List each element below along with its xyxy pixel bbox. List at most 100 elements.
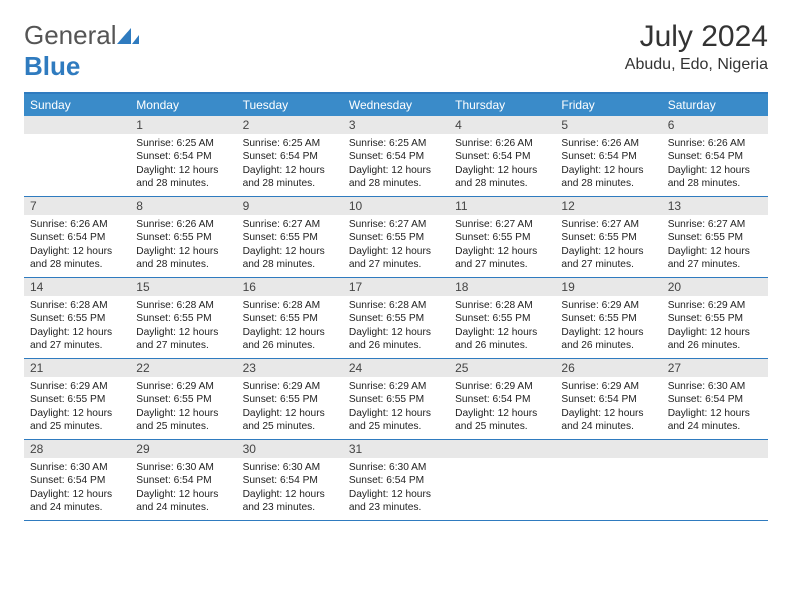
month-year: July 2024 (625, 20, 768, 54)
day-number: 13 (662, 197, 768, 215)
weekday-header: Tuesday (237, 94, 343, 116)
day-cell: 20Sunrise: 6:29 AMSunset: 6:55 PMDayligh… (662, 278, 768, 358)
day-number: 8 (130, 197, 236, 215)
day-cell: 14Sunrise: 6:28 AMSunset: 6:55 PMDayligh… (24, 278, 130, 358)
day-number: 28 (24, 440, 130, 458)
day-number: 31 (343, 440, 449, 458)
weekday-header: Friday (555, 94, 661, 116)
weekday-header: Sunday (24, 94, 130, 116)
day-number: 7 (24, 197, 130, 215)
day-cell: 15Sunrise: 6:28 AMSunset: 6:55 PMDayligh… (130, 278, 236, 358)
day-cell: 27Sunrise: 6:30 AMSunset: 6:54 PMDayligh… (662, 359, 768, 439)
calendar: Sunday Monday Tuesday Wednesday Thursday… (24, 92, 768, 521)
day-number (24, 116, 130, 134)
location: Abudu, Edo, Nigeria (625, 56, 768, 74)
day-number: 15 (130, 278, 236, 296)
week-row: 7Sunrise: 6:26 AMSunset: 6:54 PMDaylight… (24, 197, 768, 278)
title-block: July 2024 Abudu, Edo, Nigeria (625, 20, 768, 74)
day-info: Sunrise: 6:25 AMSunset: 6:54 PMDaylight:… (343, 134, 449, 195)
day-info: Sunrise: 6:29 AMSunset: 6:55 PMDaylight:… (343, 377, 449, 438)
day-cell: 18Sunrise: 6:28 AMSunset: 6:55 PMDayligh… (449, 278, 555, 358)
day-cell: 22Sunrise: 6:29 AMSunset: 6:55 PMDayligh… (130, 359, 236, 439)
day-cell (24, 116, 130, 196)
day-cell: 26Sunrise: 6:29 AMSunset: 6:54 PMDayligh… (555, 359, 661, 439)
day-number: 12 (555, 197, 661, 215)
day-cell: 12Sunrise: 6:27 AMSunset: 6:55 PMDayligh… (555, 197, 661, 277)
day-info: Sunrise: 6:30 AMSunset: 6:54 PMDaylight:… (237, 458, 343, 519)
day-number: 10 (343, 197, 449, 215)
day-info: Sunrise: 6:27 AMSunset: 6:55 PMDaylight:… (237, 215, 343, 276)
day-info: Sunrise: 6:27 AMSunset: 6:55 PMDaylight:… (343, 215, 449, 276)
logo-word2: Blue (24, 51, 80, 81)
day-number: 5 (555, 116, 661, 134)
day-number (555, 440, 661, 458)
weekday-header: Saturday (662, 94, 768, 116)
day-info: Sunrise: 6:27 AMSunset: 6:55 PMDaylight:… (662, 215, 768, 276)
day-number: 29 (130, 440, 236, 458)
day-number: 16 (237, 278, 343, 296)
day-cell: 7Sunrise: 6:26 AMSunset: 6:54 PMDaylight… (24, 197, 130, 277)
day-number (662, 440, 768, 458)
day-cell: 4Sunrise: 6:26 AMSunset: 6:54 PMDaylight… (449, 116, 555, 196)
logo-word1: General (24, 20, 117, 50)
day-info: Sunrise: 6:26 AMSunset: 6:54 PMDaylight:… (449, 134, 555, 195)
day-number: 4 (449, 116, 555, 134)
day-cell: 25Sunrise: 6:29 AMSunset: 6:54 PMDayligh… (449, 359, 555, 439)
day-number: 17 (343, 278, 449, 296)
day-info: Sunrise: 6:28 AMSunset: 6:55 PMDaylight:… (343, 296, 449, 357)
day-cell: 9Sunrise: 6:27 AMSunset: 6:55 PMDaylight… (237, 197, 343, 277)
day-number: 6 (662, 116, 768, 134)
day-info: Sunrise: 6:27 AMSunset: 6:55 PMDaylight:… (555, 215, 661, 276)
day-cell (449, 440, 555, 520)
day-info: Sunrise: 6:26 AMSunset: 6:54 PMDaylight:… (662, 134, 768, 195)
day-cell: 29Sunrise: 6:30 AMSunset: 6:54 PMDayligh… (130, 440, 236, 520)
day-info: Sunrise: 6:26 AMSunset: 6:54 PMDaylight:… (555, 134, 661, 195)
week-row: 28Sunrise: 6:30 AMSunset: 6:54 PMDayligh… (24, 440, 768, 520)
day-number: 14 (24, 278, 130, 296)
logo: GeneralBlue (24, 20, 139, 82)
day-cell: 2Sunrise: 6:25 AMSunset: 6:54 PMDaylight… (237, 116, 343, 196)
day-info: Sunrise: 6:29 AMSunset: 6:55 PMDaylight:… (662, 296, 768, 357)
day-number: 22 (130, 359, 236, 377)
day-number: 20 (662, 278, 768, 296)
day-number: 11 (449, 197, 555, 215)
sail-icon (117, 28, 139, 44)
day-cell: 28Sunrise: 6:30 AMSunset: 6:54 PMDayligh… (24, 440, 130, 520)
day-cell: 30Sunrise: 6:30 AMSunset: 6:54 PMDayligh… (237, 440, 343, 520)
day-number: 3 (343, 116, 449, 134)
day-number: 2 (237, 116, 343, 134)
day-cell: 8Sunrise: 6:26 AMSunset: 6:55 PMDaylight… (130, 197, 236, 277)
weekday-header: Wednesday (343, 94, 449, 116)
day-info: Sunrise: 6:28 AMSunset: 6:55 PMDaylight:… (130, 296, 236, 357)
logo-text: GeneralBlue (24, 20, 139, 82)
week-row: 14Sunrise: 6:28 AMSunset: 6:55 PMDayligh… (24, 278, 768, 359)
day-info: Sunrise: 6:29 AMSunset: 6:55 PMDaylight:… (130, 377, 236, 438)
day-info: Sunrise: 6:27 AMSunset: 6:55 PMDaylight:… (449, 215, 555, 276)
day-info: Sunrise: 6:30 AMSunset: 6:54 PMDaylight:… (130, 458, 236, 519)
day-number: 18 (449, 278, 555, 296)
day-cell: 17Sunrise: 6:28 AMSunset: 6:55 PMDayligh… (343, 278, 449, 358)
day-cell: 23Sunrise: 6:29 AMSunset: 6:55 PMDayligh… (237, 359, 343, 439)
day-cell: 13Sunrise: 6:27 AMSunset: 6:55 PMDayligh… (662, 197, 768, 277)
day-info: Sunrise: 6:29 AMSunset: 6:55 PMDaylight:… (237, 377, 343, 438)
day-info: Sunrise: 6:30 AMSunset: 6:54 PMDaylight:… (343, 458, 449, 519)
day-info: Sunrise: 6:29 AMSunset: 6:54 PMDaylight:… (449, 377, 555, 438)
day-number (449, 440, 555, 458)
day-number: 21 (24, 359, 130, 377)
day-info: Sunrise: 6:30 AMSunset: 6:54 PMDaylight:… (24, 458, 130, 519)
day-info: Sunrise: 6:28 AMSunset: 6:55 PMDaylight:… (24, 296, 130, 357)
day-cell: 31Sunrise: 6:30 AMSunset: 6:54 PMDayligh… (343, 440, 449, 520)
header: GeneralBlue July 2024 Abudu, Edo, Nigeri… (24, 20, 768, 82)
day-number: 19 (555, 278, 661, 296)
day-info: Sunrise: 6:25 AMSunset: 6:54 PMDaylight:… (130, 134, 236, 195)
day-info: Sunrise: 6:29 AMSunset: 6:54 PMDaylight:… (555, 377, 661, 438)
day-info: Sunrise: 6:28 AMSunset: 6:55 PMDaylight:… (449, 296, 555, 357)
day-cell: 16Sunrise: 6:28 AMSunset: 6:55 PMDayligh… (237, 278, 343, 358)
weekday-header: Thursday (449, 94, 555, 116)
day-info: Sunrise: 6:30 AMSunset: 6:54 PMDaylight:… (662, 377, 768, 438)
weekday-header: Monday (130, 94, 236, 116)
day-cell: 21Sunrise: 6:29 AMSunset: 6:55 PMDayligh… (24, 359, 130, 439)
day-info: Sunrise: 6:25 AMSunset: 6:54 PMDaylight:… (237, 134, 343, 195)
day-number: 25 (449, 359, 555, 377)
day-cell: 1Sunrise: 6:25 AMSunset: 6:54 PMDaylight… (130, 116, 236, 196)
